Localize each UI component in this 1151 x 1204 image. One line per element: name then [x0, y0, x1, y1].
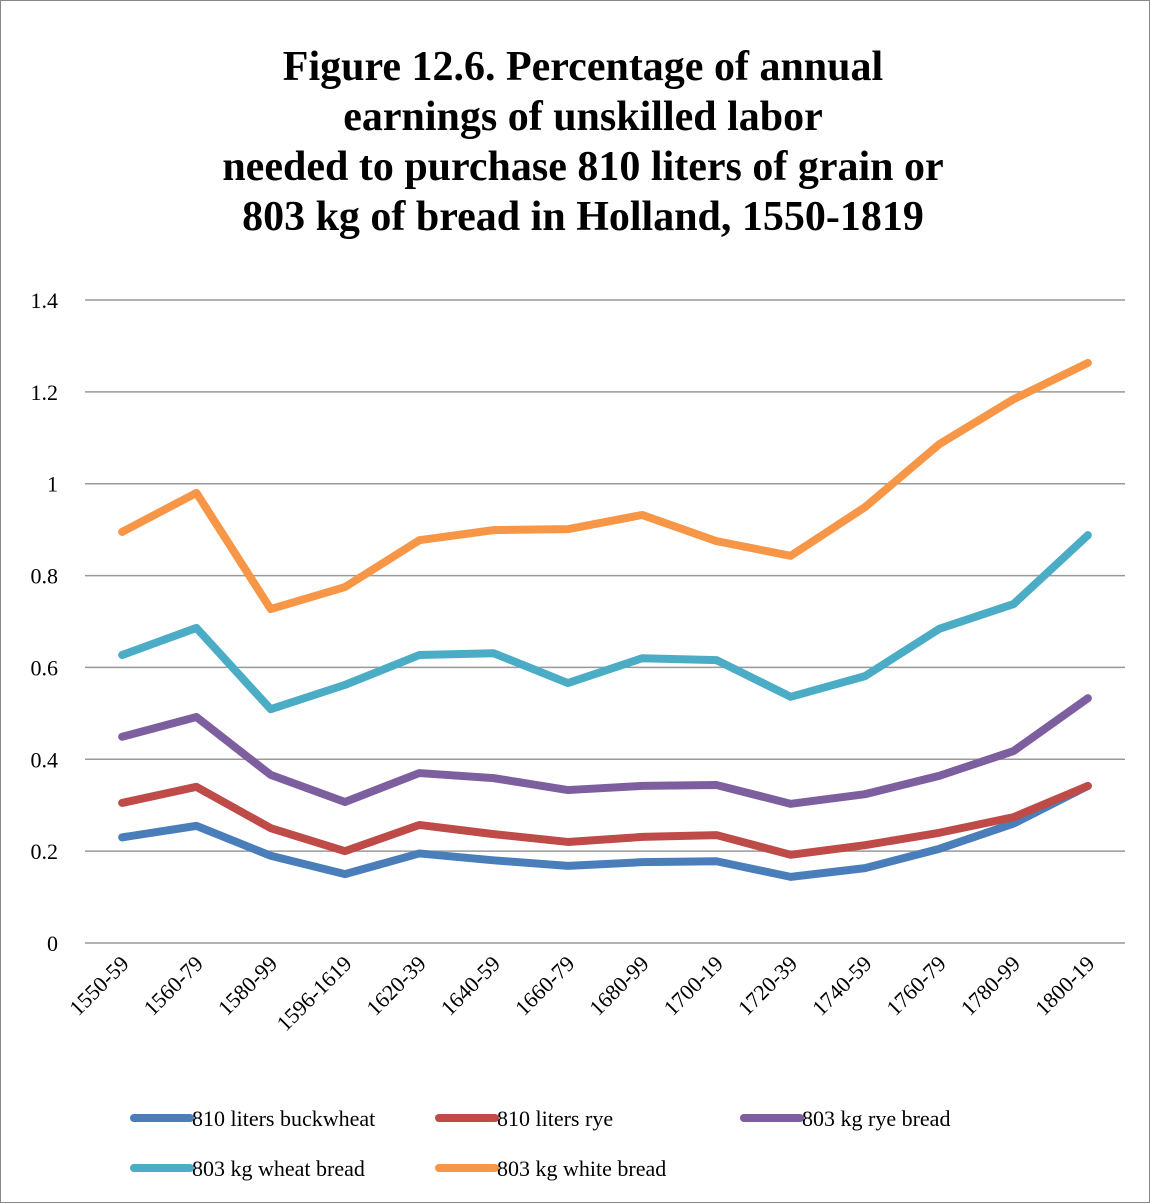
- y-tick-label: 0.2: [31, 839, 59, 864]
- chart-title: 803 kg of bread in Holland, 1550-1819: [242, 194, 924, 240]
- legend-label: 803 kg wheat bread: [192, 1156, 365, 1181]
- chart-title: Figure 12.6. Percentage of annual: [283, 44, 883, 90]
- y-tick-label: 0.8: [31, 564, 59, 589]
- y-tick-label: 0.6: [31, 655, 59, 680]
- legend-label: 810 liters buckwheat: [192, 1106, 375, 1131]
- series-line: [118, 781, 1092, 859]
- series-line: [118, 358, 1092, 614]
- y-tick-label: 0.4: [31, 747, 59, 772]
- legend-label: 803 kg white bread: [497, 1156, 666, 1181]
- chart-title: earnings of unskilled labor: [343, 94, 823, 140]
- y-tick-label: 1: [47, 472, 58, 497]
- legend-label: 803 kg rye bread: [802, 1106, 950, 1131]
- y-tick-label: 1.4: [31, 288, 59, 313]
- series-line: [118, 781, 1092, 881]
- series-line: [118, 531, 1092, 714]
- legend-label: 810 liters rye: [497, 1106, 613, 1131]
- chart-title: needed to purchase 810 liters of grain o…: [222, 144, 943, 190]
- y-tick-label: 0: [47, 931, 58, 956]
- y-tick-label: 1.2: [31, 380, 59, 405]
- series-line: [118, 694, 1092, 808]
